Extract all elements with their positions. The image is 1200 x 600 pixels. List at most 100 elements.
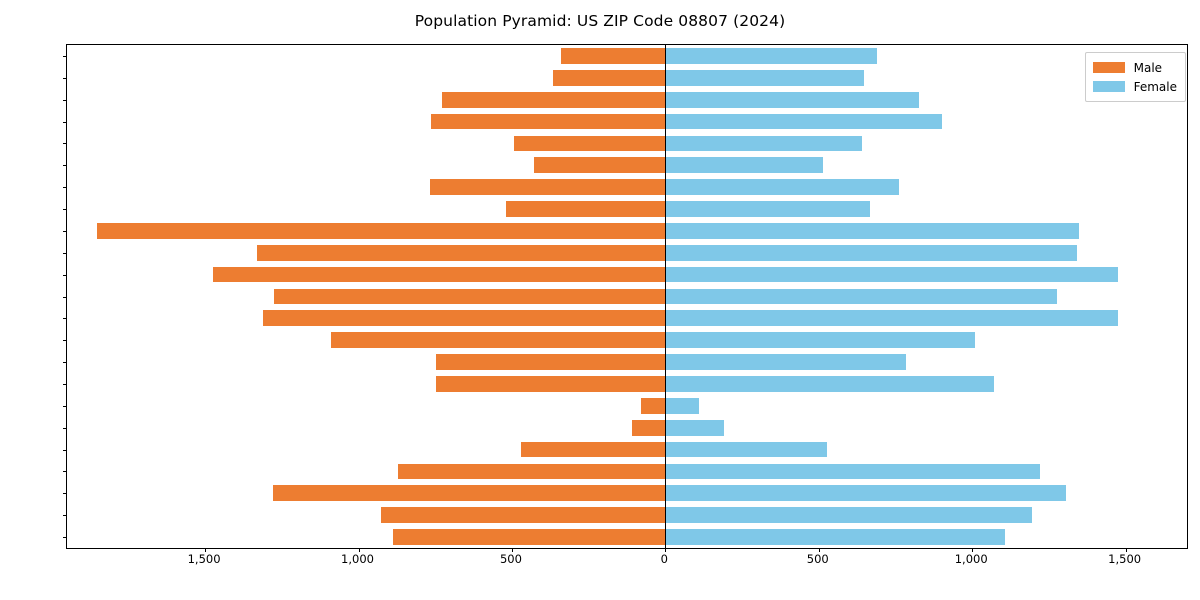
x-tick-label: 500 — [806, 552, 829, 566]
zero-axis-line — [665, 45, 667, 548]
bar-female — [665, 135, 863, 152]
bar-male — [441, 91, 666, 108]
bar-male — [430, 179, 666, 195]
y-tick-mark — [63, 274, 67, 276]
y-tick-mark — [63, 77, 67, 79]
y-tick-mark — [63, 230, 67, 232]
bar-male — [561, 48, 666, 64]
x-tick-mark — [818, 548, 820, 552]
bar-male — [380, 507, 666, 524]
legend-swatch-female — [1092, 81, 1125, 92]
chart-title: Population Pyramid: US ZIP Code 08807 (2… — [414, 12, 786, 30]
bar-male — [430, 113, 666, 130]
x-tick-mark — [205, 548, 207, 552]
x-tick-mark — [358, 548, 360, 552]
x-tick-label: 1,500 — [187, 552, 221, 566]
pyramid-row — [67, 135, 1187, 152]
pyramid-row — [67, 397, 1187, 414]
y-tick-mark — [63, 121, 67, 123]
legend-item-female: Female — [1092, 77, 1177, 96]
bar-male — [97, 223, 666, 239]
pyramid-row — [67, 441, 1187, 458]
x-tick-mark — [511, 548, 513, 552]
bar-female — [665, 441, 828, 458]
pyramid-row — [67, 201, 1187, 217]
bar-male — [213, 266, 666, 283]
pyramid-row — [67, 354, 1187, 370]
bar-male — [392, 529, 666, 545]
bar-female — [665, 113, 942, 130]
bar-female — [665, 354, 906, 370]
bar-female — [665, 485, 1067, 502]
bar-female — [665, 529, 1006, 545]
bar-male — [273, 288, 666, 305]
pyramid-row — [67, 332, 1187, 349]
y-tick-mark — [63, 449, 67, 451]
pyramid-row — [67, 91, 1187, 108]
x-tick-label: 500 — [499, 552, 522, 566]
y-tick-mark — [63, 515, 67, 517]
x-tick-mark — [1125, 548, 1127, 552]
pyramid-row — [67, 419, 1187, 436]
y-tick-mark — [63, 318, 67, 320]
bar-female — [665, 223, 1080, 239]
bar-female — [665, 463, 1040, 480]
bar-female — [665, 332, 976, 349]
plot-area — [63, 44, 1188, 552]
y-tick-mark — [63, 143, 67, 145]
bar-male — [631, 419, 666, 436]
bar-female — [665, 419, 724, 436]
bar-male — [521, 441, 666, 458]
bar-female — [665, 244, 1077, 261]
y-tick-mark — [63, 209, 67, 211]
y-tick-mark — [63, 55, 67, 57]
pyramid-row — [67, 529, 1187, 545]
bar-male — [435, 354, 666, 370]
y-tick-mark — [63, 252, 67, 254]
pyramid-row — [67, 157, 1187, 174]
pyramid-row — [67, 266, 1187, 283]
y-tick-mark — [63, 537, 67, 539]
bar-female — [665, 288, 1057, 305]
y-tick-mark — [63, 493, 67, 495]
y-tick-mark — [63, 471, 67, 473]
bar-female — [665, 157, 823, 174]
y-tick-mark — [63, 99, 67, 101]
y-tick-mark — [63, 427, 67, 429]
x-tick-mark — [972, 548, 974, 552]
bar-female — [665, 48, 878, 64]
x-tick-label: 1,000 — [341, 552, 374, 566]
pyramid-row — [67, 310, 1187, 327]
pyramid-row — [67, 113, 1187, 130]
bar-female — [665, 397, 700, 414]
pyramid-row — [67, 376, 1187, 392]
bar-male — [514, 135, 666, 152]
pyramid-row — [67, 69, 1187, 86]
bar-male — [330, 332, 666, 349]
y-tick-mark — [63, 340, 67, 342]
pyramid-row — [67, 223, 1187, 239]
legend-label: Male — [1133, 60, 1163, 75]
bar-male — [272, 485, 666, 502]
y-tick-mark — [63, 383, 67, 385]
pyramid-row — [67, 48, 1187, 64]
chart-legend: Male Female — [1084, 52, 1186, 102]
bar-male — [262, 310, 666, 327]
x-tick-mark — [665, 548, 667, 552]
y-tick-mark — [63, 187, 67, 189]
bar-male — [435, 376, 666, 392]
y-tick-mark — [63, 296, 67, 298]
bar-male — [397, 463, 666, 480]
pyramid-row — [67, 463, 1187, 480]
bar-female — [665, 266, 1118, 283]
bar-male — [553, 69, 666, 86]
pyramid-row — [67, 485, 1187, 502]
bar-female — [665, 310, 1118, 327]
pyramid-row — [67, 288, 1187, 305]
bar-female — [665, 179, 899, 195]
pyramid-row — [67, 244, 1187, 261]
x-tick-label: 1,000 — [954, 552, 988, 566]
bar-female — [665, 91, 920, 108]
y-tick-mark — [63, 165, 67, 167]
